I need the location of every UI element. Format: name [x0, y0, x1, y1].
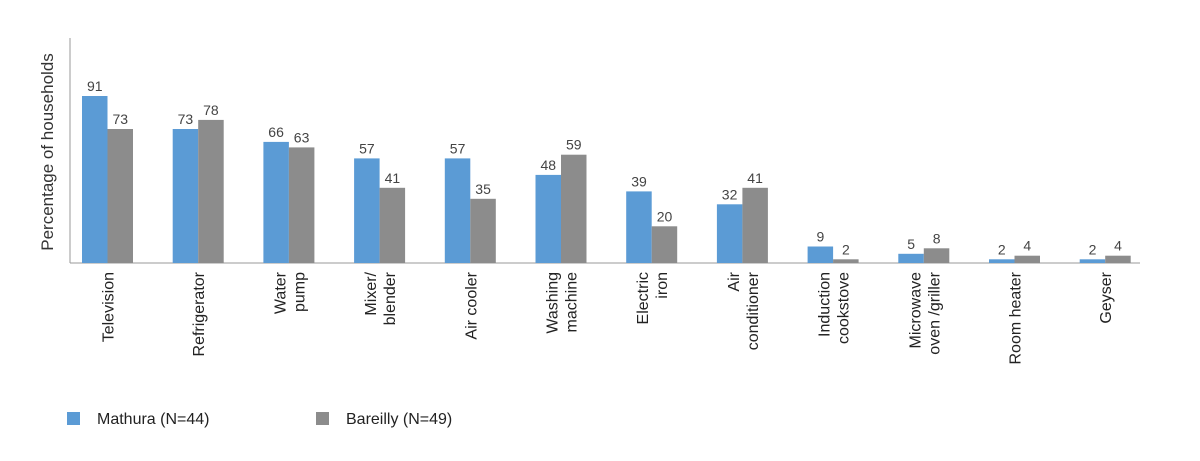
value-label: 32	[722, 186, 738, 202]
category-label-line: Washing	[545, 272, 562, 334]
category-label: Television	[101, 272, 118, 342]
bar-series-1-5	[444, 158, 471, 263]
value-label: 39	[631, 173, 647, 189]
legend: Mathura (N=44) Bareilly (N=49)	[67, 411, 452, 428]
bar-series-2-8	[742, 187, 768, 263]
bar-series-2-1	[107, 129, 133, 263]
category-label-line: Mixer/	[363, 271, 380, 315]
value-label: 63	[294, 129, 310, 145]
category-label-line: Microwave	[907, 272, 924, 349]
value-label: 91	[87, 78, 103, 94]
legend-label-2: Bareilly (N=49)	[346, 411, 452, 428]
value-label: 2	[1089, 241, 1097, 257]
category-label-line: iron	[654, 272, 671, 299]
category-label-line: Television	[101, 272, 118, 342]
legend-label-1: Mathura (N=44)	[97, 411, 210, 428]
value-label: 41	[747, 170, 763, 186]
category-label: Microwave oven /griller	[907, 271, 943, 354]
category-label-line: Air	[726, 271, 743, 291]
value-label: 41	[385, 170, 401, 186]
category-label-line: Induction	[817, 272, 834, 337]
category-labels-group: Television Refrigerator Water pump Mixer/ble…	[101, 271, 1116, 364]
category-label-line: cookstove	[836, 272, 853, 344]
bar-series-1-2	[172, 129, 199, 263]
bar-series-2-11	[1014, 255, 1040, 263]
category-label-line: conditioner	[745, 271, 762, 350]
value-label: 48	[541, 157, 557, 173]
y-axis-label: Percentage of households	[38, 53, 57, 251]
value-label: 5	[907, 236, 915, 252]
value-label: 2	[998, 241, 1006, 257]
bar-series-1-8	[716, 204, 743, 263]
bar-series-1-6	[535, 174, 561, 263]
value-label: 20	[657, 208, 673, 224]
category-label-line: Room heater	[1008, 271, 1025, 364]
category-label: Mixer/blender	[363, 271, 399, 325]
category-label-line: Refrigerator	[191, 271, 208, 356]
bar-series-2-9	[833, 259, 859, 263]
bars-group	[82, 96, 1131, 264]
category-label: Air conditioner	[726, 271, 762, 350]
value-label: 78	[203, 102, 219, 118]
value-label: 4	[1114, 238, 1122, 254]
bar-series-1-10	[898, 253, 924, 263]
value-label: 8	[933, 230, 941, 246]
bar-series-1-9	[807, 246, 834, 263]
value-label: 66	[268, 124, 284, 140]
category-label-line: Geyser	[1098, 271, 1115, 323]
category-label-line: machine	[564, 272, 581, 333]
category-label: Room heater	[1008, 271, 1025, 364]
category-label-line: oven /griller	[926, 271, 943, 354]
category-label: Air cooler	[463, 271, 480, 339]
category-label-line: Air cooler	[463, 271, 480, 339]
category-label-line: Water	[272, 271, 289, 314]
value-label: 73	[178, 111, 194, 127]
category-label-line: pump	[291, 272, 308, 312]
category-label: Water pump	[272, 271, 308, 314]
category-label: Washing machine	[545, 272, 581, 334]
category-label: Geyser	[1098, 271, 1115, 323]
category-label: Electric iron	[635, 272, 671, 324]
category-label: Refrigerator	[191, 271, 208, 356]
value-label: 57	[359, 140, 375, 156]
bar-series-1-7	[626, 191, 652, 263]
value-label: 59	[566, 137, 582, 153]
legend-swatch-1	[67, 412, 80, 425]
bar-series-2-5	[470, 198, 496, 263]
bar-series-1-1	[82, 96, 108, 263]
bar-series-2-4	[379, 187, 406, 263]
value-label: 35	[475, 181, 491, 197]
bar-series-2-2	[198, 119, 224, 264]
bar-series-2-6	[561, 154, 587, 263]
bar-series-2-12	[1105, 255, 1131, 263]
value-label: 4	[1023, 238, 1031, 254]
value-label: 9	[817, 229, 825, 245]
bar-series-1-11	[989, 259, 1015, 263]
category-label: Induction cookstove	[817, 272, 853, 344]
bar-series-1-3	[263, 141, 289, 263]
value-label: 2	[842, 241, 850, 257]
bar-series-1-4	[354, 158, 380, 263]
value-label: 73	[113, 111, 129, 127]
value-labels-group: 91 73 73 78 66 63 57 41 57 35 48 59 39 20 32 41 9 2 5 8 2 4 2 4	[87, 78, 1122, 257]
bar-series-1-12	[1079, 259, 1106, 263]
value-label: 57	[450, 140, 466, 156]
legend-swatch-2	[316, 412, 329, 425]
category-label-line: blender	[382, 271, 399, 325]
bar-series-2-10	[923, 248, 950, 263]
bar-series-2-7	[651, 226, 678, 263]
bar-series-2-3	[288, 147, 315, 263]
category-label-line: Electric	[635, 272, 652, 324]
